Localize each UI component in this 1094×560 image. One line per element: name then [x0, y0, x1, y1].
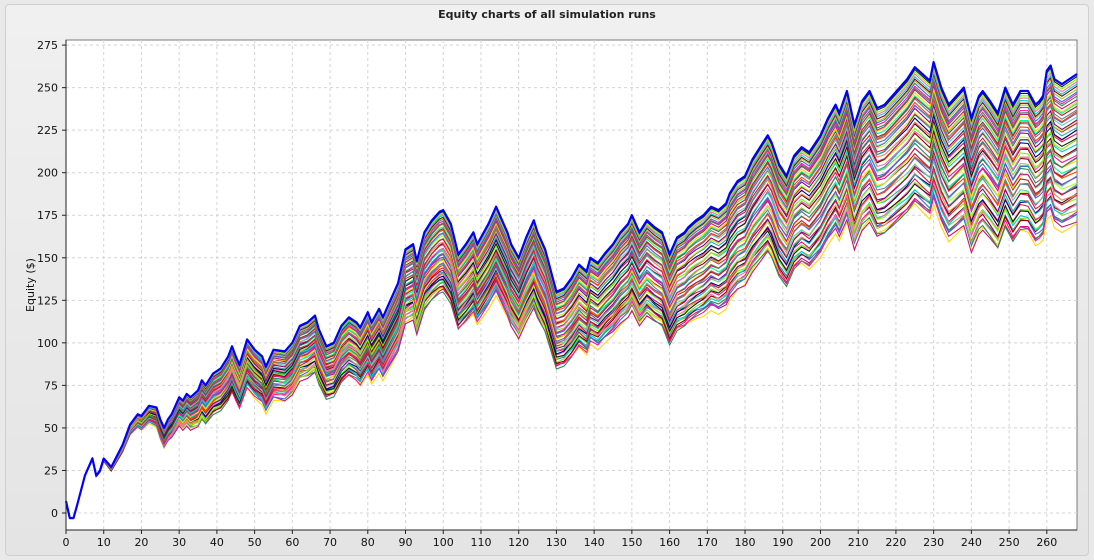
y-tick-label: 175	[37, 209, 58, 222]
y-tick-label: 225	[37, 124, 58, 137]
x-tick-label: 170	[697, 536, 718, 549]
grid	[65, 40, 1077, 530]
simulation-run-line	[65, 115, 1078, 519]
y-axis-title: Equity ($)	[24, 258, 37, 312]
x-tick-label: 50	[248, 536, 262, 549]
x-tick-label: 260	[1036, 536, 1057, 549]
simulation-run-line	[65, 140, 1078, 519]
x-tick-label: 40	[210, 536, 224, 549]
x-tick-label: 120	[508, 536, 529, 549]
x-tick-label: 80	[361, 536, 375, 549]
x-tick-label: 200	[810, 536, 831, 549]
primary-series	[64, 61, 1078, 520]
x-tick-label: 0	[63, 536, 70, 549]
x-tick-label: 130	[546, 536, 567, 549]
y-tick-label: 275	[37, 39, 58, 52]
y-tick-label: 25	[44, 464, 58, 477]
x-tick-label: 160	[659, 536, 680, 549]
simulation-run-line	[65, 184, 1078, 519]
x-tick-label: 220	[885, 536, 906, 549]
x-tick-label: 140	[584, 536, 605, 549]
y-tick-label: 125	[37, 294, 58, 307]
x-tick-label: 70	[323, 536, 337, 549]
x-tick-label: 10	[97, 536, 111, 549]
x-tick-label: 230	[923, 536, 944, 549]
simulation-run-line	[65, 159, 1078, 519]
x-tick-label: 110	[470, 536, 491, 549]
y-tick-label: 50	[44, 422, 58, 435]
x-tick-label: 20	[134, 536, 148, 549]
y-tick-label: 200	[37, 167, 58, 180]
simulation-run-line	[65, 91, 1078, 519]
x-tick-label: 30	[172, 536, 186, 549]
y-tick-label: 150	[37, 252, 58, 265]
y-tick-label: 250	[37, 82, 58, 95]
x-tick-label: 180	[735, 536, 756, 549]
x-tick-label: 90	[399, 536, 413, 549]
tick-labels: 0 10 20 30 40 50 60 70 80 90 100 110 120 130 140 150 160…	[37, 39, 1057, 549]
axes	[65, 40, 1077, 531]
x-tick-label: 250	[999, 536, 1020, 549]
x-tick-label: 100	[433, 536, 454, 549]
simulation-run-line	[65, 106, 1078, 519]
x-tick-label: 190	[772, 536, 793, 549]
x-tick-label: 60	[285, 536, 299, 549]
simulation-run-line	[65, 166, 1078, 519]
x-tick-label: 210	[848, 536, 869, 549]
x-tick-label: 150	[621, 536, 642, 549]
y-tick-label: 100	[37, 337, 58, 350]
chart-title: Equity charts of all simulation runs	[438, 8, 656, 21]
y-tick-label: 75	[44, 379, 58, 392]
x-tick-label: 240	[961, 536, 982, 549]
y-tick-label: 0	[51, 507, 58, 520]
series-line	[64, 61, 1078, 520]
